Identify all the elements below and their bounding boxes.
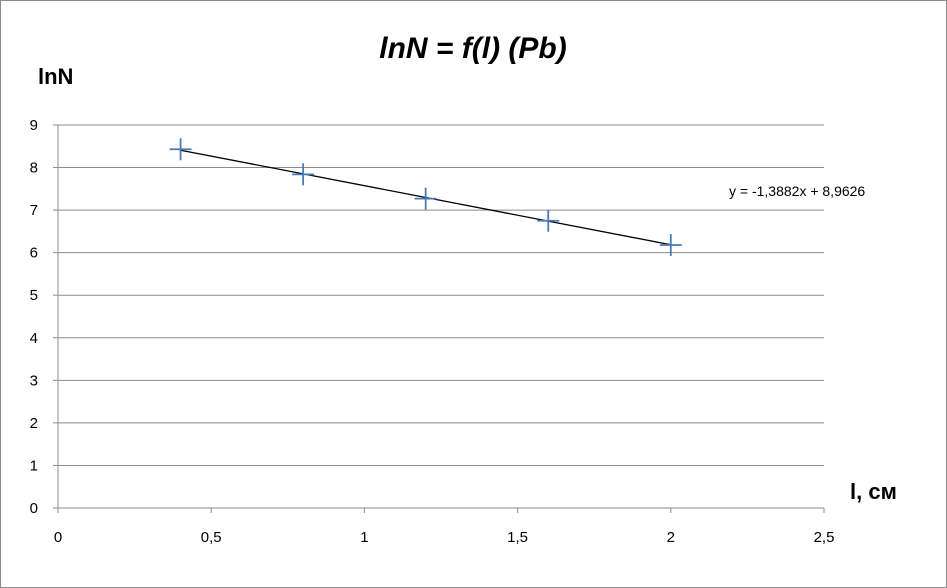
chart-title: lnN = f(l) (Pb) xyxy=(379,32,566,65)
data-point xyxy=(537,209,560,232)
x-tick-label: 2 xyxy=(667,529,675,546)
x-tick-label: 2,5 xyxy=(814,529,835,546)
y-axis-title: lnN xyxy=(38,64,73,89)
y-tick-label: 0 xyxy=(30,500,38,517)
y-tick-label: 9 xyxy=(30,117,38,134)
y-tick-label: 5 xyxy=(30,287,38,304)
data-point xyxy=(169,138,192,161)
y-tick-label: 1 xyxy=(30,457,38,474)
y-tick-label: 7 xyxy=(30,202,38,219)
x-tick-label: 1,5 xyxy=(507,529,528,546)
data-point xyxy=(659,234,682,257)
trendline-equation: y = -1,3882x + 8,9626 xyxy=(729,183,865,199)
data-point xyxy=(414,187,437,210)
y-tick-label: 3 xyxy=(30,372,38,389)
y-tick-label: 6 xyxy=(30,245,38,262)
y-tick-label: 4 xyxy=(30,330,38,347)
x-tick-label: 0 xyxy=(54,529,62,546)
y-tick-label: 2 xyxy=(30,415,38,432)
x-axis-title: l, см xyxy=(850,479,897,504)
y-tick-label: 8 xyxy=(30,160,38,177)
x-tick-label: 1 xyxy=(360,529,368,546)
x-tick-label: 0,5 xyxy=(201,529,222,546)
data-point xyxy=(292,163,315,186)
